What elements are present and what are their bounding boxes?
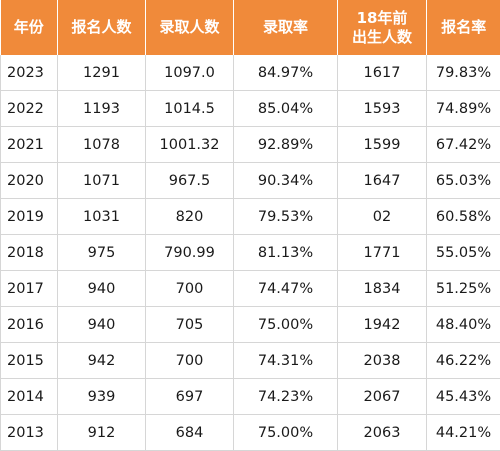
cell-admitted: 1014.5: [145, 90, 234, 127]
table-row: 2022 1193 1014.5 85.04% 1593 74.89%: [0, 90, 500, 127]
header-label-line: 报名人数: [71, 18, 132, 36]
cell-application-rate: 51.25%: [426, 270, 500, 307]
cell-year: 2023: [0, 55, 58, 91]
cell-year: 2017: [0, 270, 58, 307]
cell-application-rate: 44.21%: [426, 414, 500, 451]
cell-year: 2015: [0, 342, 58, 379]
table-row: 2020 1071 967.5 90.34% 1647 65.03%: [0, 162, 500, 199]
cell-admission-rate: 85.04%: [233, 90, 338, 127]
cell-births-18-years-prior: 02: [337, 198, 427, 235]
cell-admitted: 700: [145, 270, 234, 307]
cell-year: 2018: [0, 234, 58, 271]
cell-applicants: 1078: [57, 126, 146, 163]
header-label-line: 年份: [13, 18, 44, 36]
cell-application-rate: 67.42%: [426, 126, 500, 163]
table-row: 2023 1291 1097.0 84.97% 1617 79.83%: [0, 55, 500, 91]
cell-births-18-years-prior: 1599: [337, 126, 427, 163]
table-row: 2018 975 790.99 81.13% 1771 55.05%: [0, 234, 500, 271]
table-row: 2021 1078 1001.32 92.89% 1599 67.42%: [0, 126, 500, 163]
cell-year: 2022: [0, 90, 58, 127]
cell-admission-rate: 90.34%: [233, 162, 338, 199]
cell-admitted: 1001.32: [145, 126, 234, 163]
cell-application-rate: 79.83%: [426, 55, 500, 91]
table-body: 2023 1291 1097.0 84.97% 1617 79.83% 2022 1193 10…: [0, 55, 500, 451]
cell-births-18-years-prior: 1942: [337, 306, 427, 343]
header-row: 年份 报名人数 录取人数 录取率 18年前 出生人数 报名率: [0, 0, 500, 55]
header-label-line: 录取率: [262, 18, 308, 36]
header-application-rate: 报名率: [426, 0, 500, 55]
header-year: 年份: [0, 0, 58, 55]
cell-admitted: 705: [145, 306, 234, 343]
header-applicants: 报名人数: [57, 0, 146, 55]
cell-admission-rate: 75.00%: [233, 414, 338, 451]
cell-applicants: 1291: [57, 55, 146, 91]
cell-admitted: 697: [145, 378, 234, 415]
cell-births-18-years-prior: 1593: [337, 90, 427, 127]
cell-application-rate: 45.43%: [426, 378, 500, 415]
cell-admission-rate: 75.00%: [233, 306, 338, 343]
table-row: 2016 940 705 75.00% 1942 48.40%: [0, 306, 500, 343]
cell-births-18-years-prior: 2038: [337, 342, 427, 379]
cell-applicants: 940: [57, 270, 146, 307]
header-admission-rate: 录取率: [233, 0, 338, 55]
cell-application-rate: 65.03%: [426, 162, 500, 199]
cell-application-rate: 48.40%: [426, 306, 500, 343]
cell-admitted: 820: [145, 198, 234, 235]
cell-admitted: 790.99: [145, 234, 234, 271]
cell-births-18-years-prior: 1834: [337, 270, 427, 307]
cell-births-18-years-prior: 1647: [337, 162, 427, 199]
cell-applicants: 1071: [57, 162, 146, 199]
cell-admitted: 684: [145, 414, 234, 451]
cell-applicants: 942: [57, 342, 146, 379]
header-admitted: 录取人数: [145, 0, 234, 55]
cell-year: 2014: [0, 378, 58, 415]
table-row: 2019 1031 820 79.53% 02 60.58%: [0, 198, 500, 235]
cell-year: 2021: [0, 126, 58, 163]
cell-year: 2016: [0, 306, 58, 343]
cell-admission-rate: 74.47%: [233, 270, 338, 307]
header-label-line: 报名率: [441, 18, 487, 36]
header-births-18-years-prior: 18年前 出生人数: [337, 0, 427, 55]
cell-applicants: 940: [57, 306, 146, 343]
cell-applicants: 912: [57, 414, 146, 451]
cell-admission-rate: 92.89%: [233, 126, 338, 163]
cell-births-18-years-prior: 2067: [337, 378, 427, 415]
cell-application-rate: 74.89%: [426, 90, 500, 127]
header-label-line: 18年前: [356, 8, 408, 27]
cell-admission-rate: 79.53%: [233, 198, 338, 235]
cell-admitted: 967.5: [145, 162, 234, 199]
table-row: 2015 942 700 74.31% 2038 46.22%: [0, 342, 500, 379]
cell-year: 2020: [0, 162, 58, 199]
cell-application-rate: 46.22%: [426, 342, 500, 379]
cell-applicants: 1193: [57, 90, 146, 127]
table-row: 2017 940 700 74.47% 1834 51.25%: [0, 270, 500, 307]
cell-admission-rate: 74.31%: [233, 342, 338, 379]
cell-application-rate: 60.58%: [426, 198, 500, 235]
cell-births-18-years-prior: 1771: [337, 234, 427, 271]
cell-admitted: 700: [145, 342, 234, 379]
cell-applicants: 1031: [57, 198, 146, 235]
cell-year: 2013: [0, 414, 58, 451]
cell-admission-rate: 84.97%: [233, 55, 338, 91]
table-row: 2013 912 684 75.00% 2063 44.21%: [0, 414, 500, 451]
cell-admission-rate: 74.23%: [233, 378, 338, 415]
cell-application-rate: 55.05%: [426, 234, 500, 271]
header-label-line: 录取人数: [159, 18, 220, 36]
cell-admission-rate: 81.13%: [233, 234, 338, 271]
cell-applicants: 939: [57, 378, 146, 415]
header-label-line: 出生人数: [351, 27, 412, 46]
cell-births-18-years-prior: 2063: [337, 414, 427, 451]
table-row: 2014 939 697 74.23% 2067 45.43%: [0, 378, 500, 415]
cell-births-18-years-prior: 1617: [337, 55, 427, 91]
cell-applicants: 975: [57, 234, 146, 271]
cell-admitted: 1097.0: [145, 55, 234, 91]
cell-year: 2019: [0, 198, 58, 235]
